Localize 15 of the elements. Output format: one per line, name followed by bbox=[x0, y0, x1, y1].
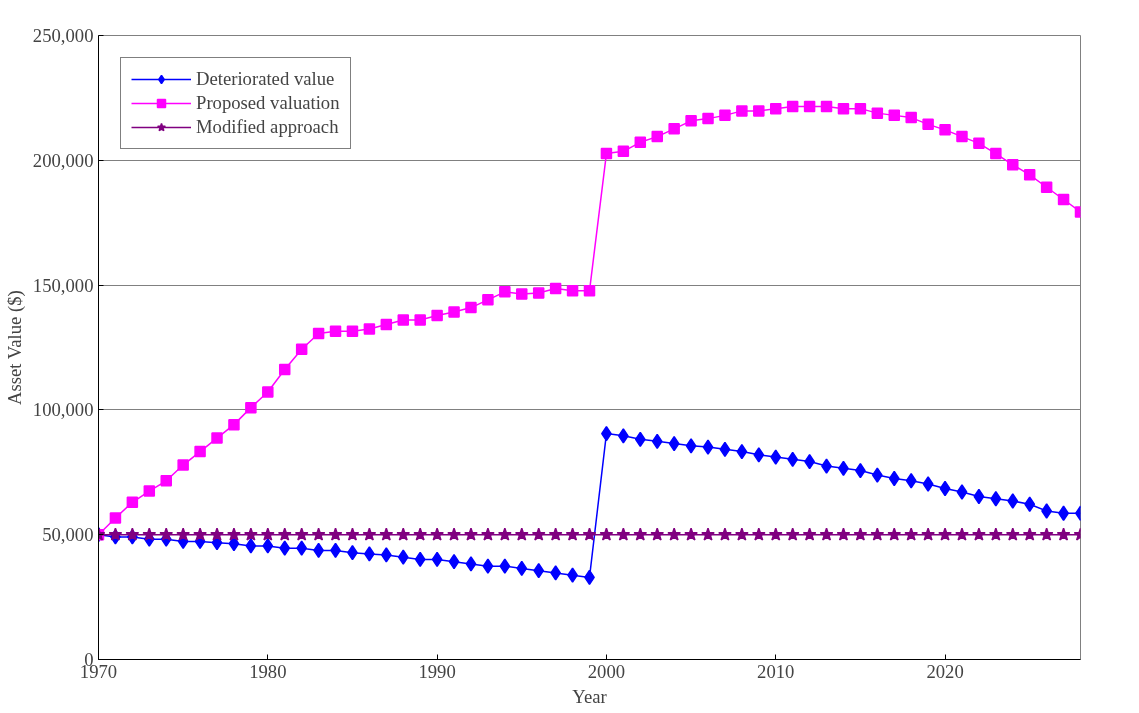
x-tick-label: 1980 bbox=[249, 660, 287, 682]
x-tick-label: 1990 bbox=[418, 660, 456, 682]
x-tick-label: 2000 bbox=[587, 660, 626, 682]
legend-label: Modified approach bbox=[196, 116, 339, 138]
x-tick-label: 2010 bbox=[757, 660, 795, 682]
legend-label: Deteriorated value bbox=[196, 68, 335, 90]
y-tick-label: 100,000 bbox=[32, 399, 94, 421]
y-tick-label: 200,000 bbox=[32, 149, 94, 171]
y-tick-label: 150,000 bbox=[32, 274, 94, 296]
x-tick-label: 2020 bbox=[926, 660, 964, 682]
y-tick-label: 50,000 bbox=[42, 524, 94, 546]
y-tick-label: 250,000 bbox=[32, 25, 94, 46]
y-axis-title: Asset Value ($) bbox=[3, 290, 26, 406]
legend-label: Proposed valuation bbox=[196, 92, 340, 114]
x-axis-title: Year bbox=[572, 685, 608, 707]
